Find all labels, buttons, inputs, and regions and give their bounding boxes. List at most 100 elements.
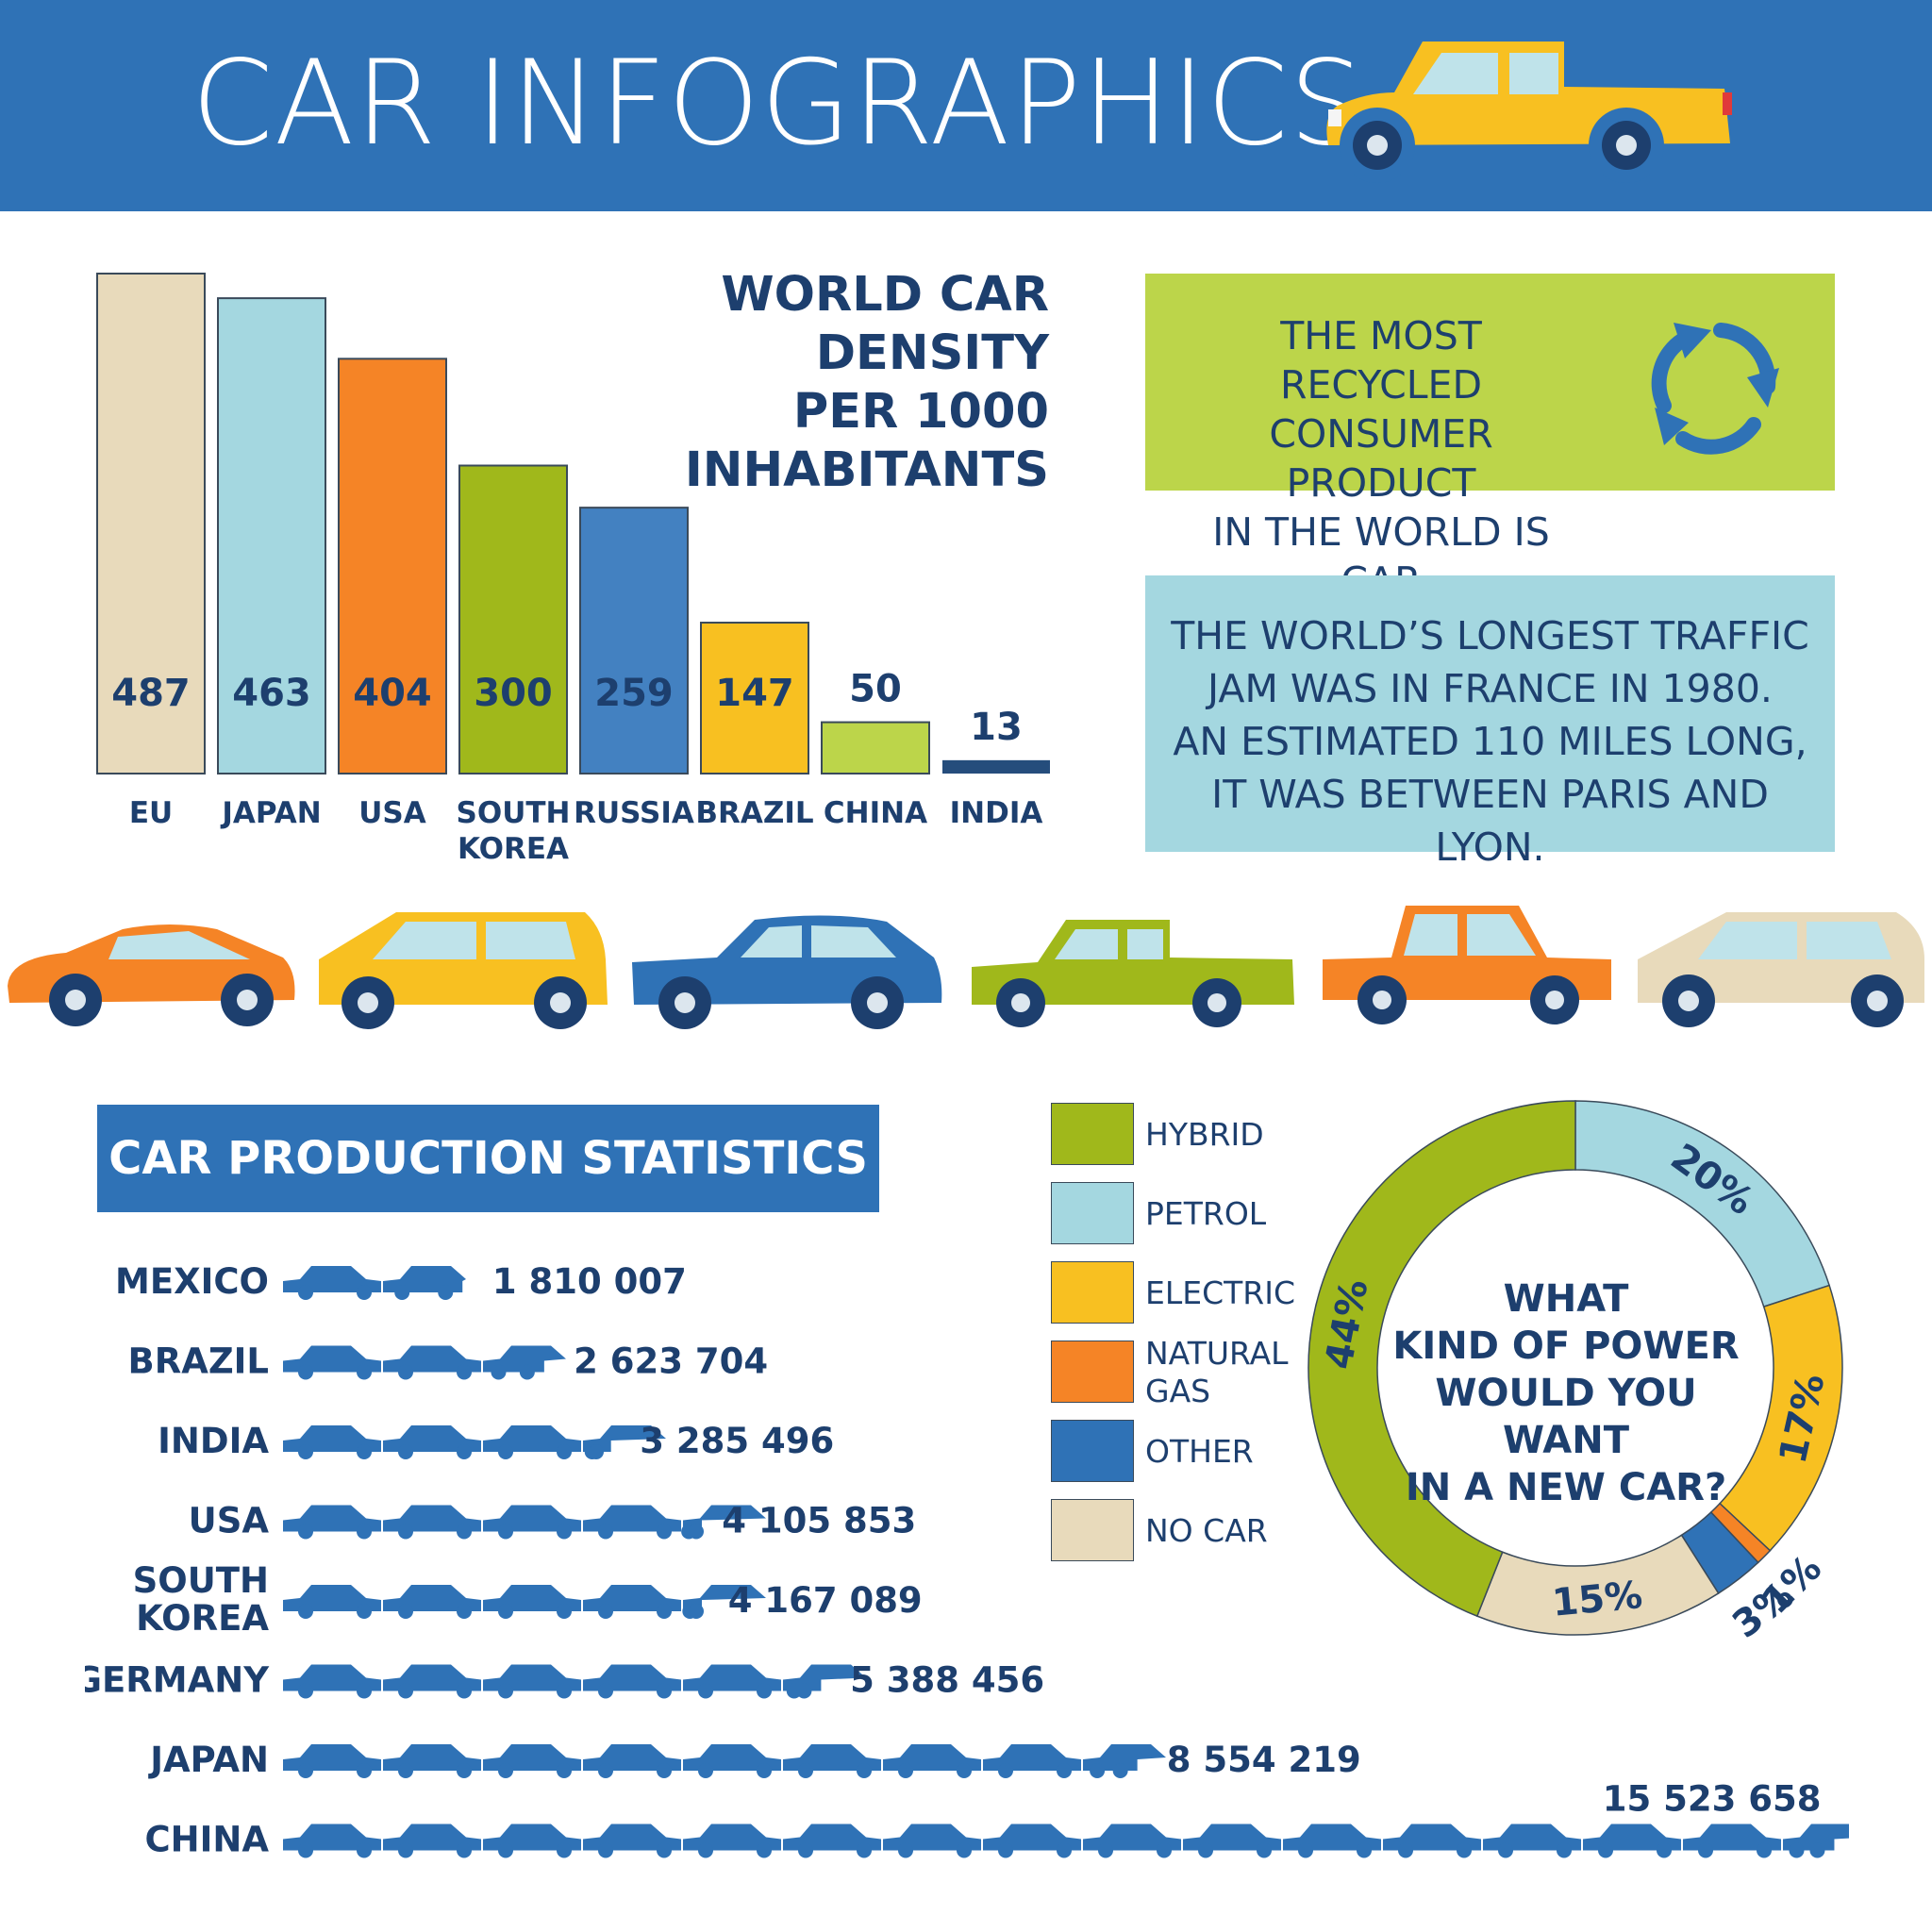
car-unit-icon	[1483, 1824, 1581, 1858]
density-bar	[217, 297, 326, 774]
car-unit-icon	[383, 1824, 481, 1858]
fact-recycled-text: THE MOST RECYCLED CONSUMER PRODUCT IN TH…	[1192, 311, 1570, 606]
car-unit-icon	[1183, 1824, 1281, 1858]
car-unit-icon	[1583, 1824, 1681, 1858]
car-unit-icon	[1083, 1824, 1181, 1858]
density-bar	[700, 622, 809, 774]
density-value-label: 13	[970, 706, 1023, 749]
car-unit-icon	[783, 1664, 866, 1699]
production-value-label: 2 623 704	[574, 1341, 768, 1382]
production-value-label: 8 554 219	[1167, 1740, 1361, 1780]
car-unit-icon	[1083, 1744, 1166, 1778]
car-unit-icon	[283, 1425, 381, 1459]
production-category-label: JAPAN	[147, 1740, 269, 1780]
car-unit-icon	[483, 1425, 581, 1459]
sports-car-icon	[8, 924, 295, 1026]
density-value-label: 404	[353, 672, 432, 715]
question-line: IN A NEW CAR?	[1405, 1466, 1727, 1509]
car-unit-icon	[283, 1585, 381, 1619]
car-unit-icon	[983, 1824, 1081, 1858]
density-bar	[579, 507, 689, 774]
car-unit-icon	[1283, 1824, 1381, 1858]
car-unit-icon	[783, 1744, 881, 1778]
car-unit-icon	[283, 1744, 381, 1778]
legend-swatch	[1051, 1261, 1134, 1324]
density-category-label: BRAZIL	[695, 796, 813, 830]
car-unit-icon	[483, 1345, 566, 1380]
car-unit-icon	[1783, 1824, 1849, 1858]
pickup-green-icon	[972, 920, 1294, 1027]
legend-swatch	[1051, 1341, 1134, 1403]
car-unit-icon	[583, 1585, 681, 1619]
density-title-line-2: PER 1000 INHABITANTS	[684, 384, 1049, 498]
car-unit-icon	[1383, 1824, 1481, 1858]
car-unit-icon	[283, 1266, 381, 1300]
density-category-label: KOREA	[458, 832, 569, 866]
density-bar	[338, 358, 447, 774]
density-title-line-1: WORLD CAR DENSITY	[721, 267, 1049, 381]
donut-slice	[1307, 1100, 1576, 1618]
suv-yellow-icon	[319, 912, 608, 1029]
legend-label: OTHER	[1145, 1433, 1254, 1470]
car-unit-icon	[683, 1824, 781, 1858]
question-line: KIND OF POWER	[1392, 1324, 1740, 1368]
car-unit-icon	[483, 1744, 581, 1778]
sedan-blue-icon	[632, 915, 942, 1029]
production-value-label: 4 105 853	[722, 1501, 916, 1541]
production-category-label: INDIA	[158, 1421, 269, 1461]
density-bar	[821, 721, 930, 774]
density-value-label: 487	[111, 672, 191, 715]
car-unit-icon	[883, 1824, 981, 1858]
car-unit-icon	[583, 1824, 681, 1858]
production-category-label: SOUTH	[133, 1560, 269, 1601]
density-chart-title: WORLD CAR DENSITY PER 1000 INHABITANTS	[509, 266, 1049, 500]
car-unit-icon	[383, 1664, 481, 1699]
fact-line: AN ESTIMATED 110 MILES LONG,	[1173, 719, 1807, 764]
fact-line: THE MOST RECYCLED	[1279, 313, 1483, 408]
fact-recycled-box: THE MOST RECYCLED CONSUMER PRODUCT IN TH…	[1145, 274, 1835, 604]
production-category-label: USA	[189, 1501, 270, 1541]
density-category-label: CHINA	[824, 796, 927, 830]
car-unit-icon	[283, 1824, 381, 1858]
car-unit-icon	[383, 1744, 481, 1778]
fact-line: THE WORLD’S LONGEST TRAFFIC	[1171, 613, 1809, 658]
car-unit-icon	[283, 1664, 381, 1699]
car-unit-icon	[383, 1266, 466, 1300]
pickup-truck-icon	[1326, 42, 1732, 183]
production-value-label: 4 167 089	[728, 1580, 923, 1621]
legend-label: PETROL	[1145, 1195, 1267, 1232]
car-unit-icon	[883, 1744, 981, 1778]
production-category-label: MEXICO	[115, 1261, 269, 1302]
legend-swatch	[1051, 1499, 1134, 1561]
question-line: WHAT	[1503, 1277, 1629, 1321]
legend-label: ELECTRIC	[1145, 1274, 1295, 1311]
density-category-label: RUSSIA	[574, 796, 694, 830]
classic-car-orange-icon	[1323, 906, 1611, 1024]
production-category-label: BRAZIL	[128, 1341, 270, 1382]
legend-swatch	[1051, 1182, 1134, 1244]
car-unit-icon	[683, 1664, 781, 1699]
hatchback-beige-icon	[1638, 912, 1924, 1027]
car-unit-icon	[383, 1505, 481, 1540]
car-unit-icon	[583, 1425, 666, 1459]
fact-traffic-text: THE WORLD’S LONGEST TRAFFIC JAM WAS IN F…	[1155, 609, 1825, 874]
legend-swatch	[1051, 1103, 1134, 1165]
density-value-label: 463	[232, 672, 311, 715]
density-category-label: SOUTH	[457, 796, 571, 830]
production-value-label: 3 285 496	[640, 1421, 834, 1461]
car-unit-icon	[683, 1744, 781, 1778]
density-value-label: 259	[594, 672, 674, 715]
question-line: WOULD YOU WANT	[1435, 1372, 1697, 1462]
donut-question: WHAT KIND OF POWER WOULD YOU WANT IN A N…	[1377, 1275, 1755, 1511]
car-unit-icon	[283, 1505, 381, 1540]
car-unit-icon	[681, 1505, 766, 1540]
car-unit-icon	[483, 1824, 581, 1858]
production-category-label: KOREA	[136, 1598, 269, 1639]
density-category-label: JAPAN	[220, 796, 321, 830]
fact-line: JAM WAS IN FRANCE IN 1980.	[1208, 666, 1773, 711]
car-unit-icon	[283, 1345, 381, 1380]
production-value-label: 5 388 456	[850, 1660, 1044, 1701]
car-unit-icon	[682, 1585, 766, 1619]
car-unit-icon	[583, 1664, 681, 1699]
